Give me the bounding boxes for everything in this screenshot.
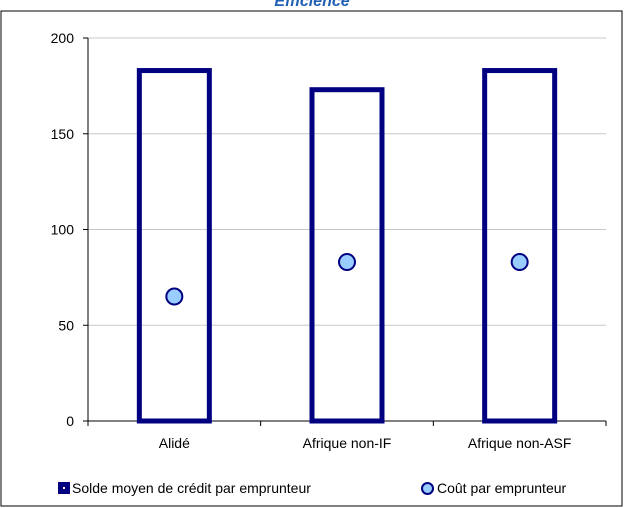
- x-tick-label: Afrique non-ASF: [468, 435, 572, 451]
- bar: [309, 87, 385, 424]
- legend-bar-label: Solde moyen de crédit par emprunteur: [72, 480, 311, 496]
- point-series: [165, 253, 529, 306]
- legend-item-points: Coût par emprunteur: [421, 480, 566, 496]
- bar-series: [136, 68, 558, 424]
- bar: [136, 68, 212, 424]
- y-tick-label: 0: [66, 413, 74, 429]
- y-tick-label: 50: [58, 317, 74, 333]
- chart-title: Efficience: [274, 0, 350, 10]
- y-tick-label: 100: [51, 222, 75, 238]
- legend-point-label: Coût par emprunteur: [437, 480, 567, 496]
- bar: [482, 68, 558, 424]
- legend-point-swatch: [421, 481, 434, 495]
- legend: Solde moyen de crédit par emprunteur Coû…: [0, 480, 624, 500]
- point: [510, 253, 529, 272]
- gridlines: [88, 37, 606, 326]
- legend-bar-swatch: [58, 482, 70, 494]
- x-tick-label: Afrique non-IF: [303, 435, 392, 451]
- axes: [83, 37, 607, 426]
- legend-item-bars: Solde moyen de crédit par emprunteur: [58, 480, 311, 496]
- y-tick-label: 150: [51, 126, 75, 142]
- tick-labels: 0 50 100 150 200 Alidé Afrique non-IF Afrique n…: [51, 30, 572, 451]
- point: [165, 287, 184, 306]
- x-tick-label: Alidé: [159, 435, 190, 451]
- chart-border: [0, 10, 623, 507]
- y-tick-label: 200: [51, 30, 75, 46]
- point: [338, 253, 356, 272]
